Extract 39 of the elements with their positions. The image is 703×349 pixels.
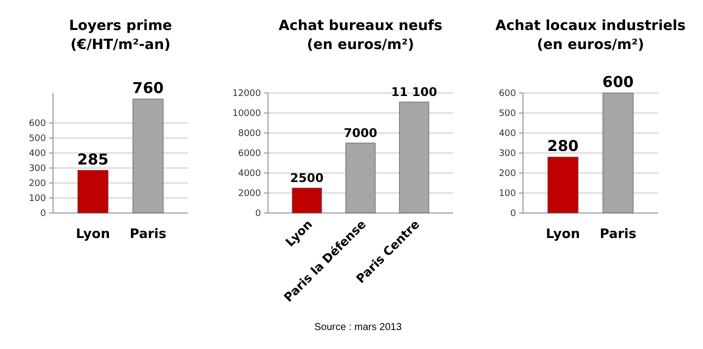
y-tick-label: 300 <box>28 164 46 174</box>
data-label: 285 <box>77 150 109 168</box>
y-tick-label: 10000 <box>232 109 262 120</box>
y-tick-label: 12000 <box>232 89 262 100</box>
x-tick-label: Paris <box>600 227 637 242</box>
chart-title: Achat locaux industriels (en euros/m²) <box>495 18 686 53</box>
y-tick-label: 600 <box>498 89 516 100</box>
y-tick-label: 100 <box>28 194 46 204</box>
bar <box>346 142 376 214</box>
data-label: 2500 <box>290 171 324 185</box>
y-tick-label: 6000 <box>238 149 262 160</box>
y-tick-label: 400 <box>28 149 46 160</box>
bar <box>399 102 430 214</box>
chart-title: Loyers prime (€/HT/m²-an) <box>68 18 172 53</box>
bar <box>292 188 322 214</box>
data-label: 600 <box>602 73 634 91</box>
y-tick-label: 2000 <box>238 189 262 200</box>
data-label: 11 100 <box>391 85 438 99</box>
y-tick-label: 8000 <box>238 129 262 140</box>
data-label: 280 <box>547 137 579 155</box>
y-tick-label: 200 <box>498 169 516 180</box>
chart-title: Achat bureaux neufs (en euros/m²) <box>278 18 442 53</box>
x-tick-label: Lyon <box>546 227 580 242</box>
x-tick-label: Lyon <box>76 227 110 242</box>
y-tick-label: 4000 <box>238 169 262 180</box>
data-label: 7000 <box>344 126 378 140</box>
y-tick-label: 400 <box>498 129 516 140</box>
source-note: Source : mars 2013 <box>314 322 402 333</box>
y-tick-label: 100 <box>498 189 516 200</box>
data-label: 760 <box>132 79 164 97</box>
y-tick-label: 500 <box>28 134 46 144</box>
y-tick-label: 0 <box>510 209 516 220</box>
x-tick-label: Paris <box>130 227 167 242</box>
y-tick-label: 0 <box>40 209 46 220</box>
y-tick-label: 600 <box>28 119 46 130</box>
y-tick-label: 500 <box>498 109 516 120</box>
y-tick-label: 0 <box>255 209 262 220</box>
y-tick-label: 200 <box>28 179 46 190</box>
y-tick-label: 300 <box>498 149 516 160</box>
